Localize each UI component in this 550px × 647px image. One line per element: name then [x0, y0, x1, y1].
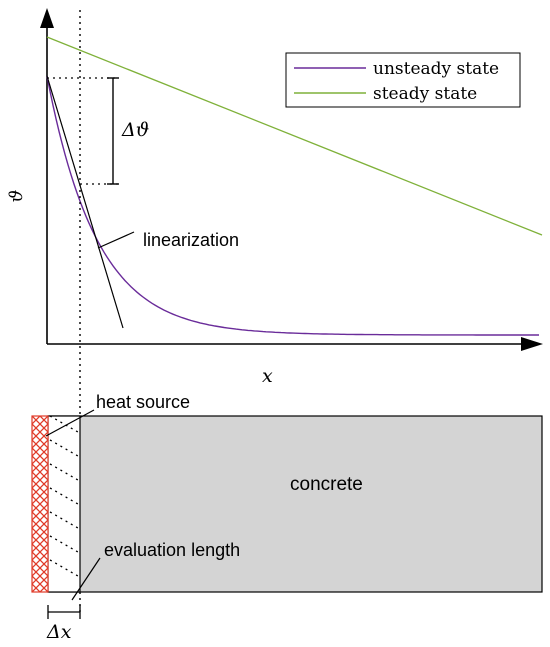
- legend: unsteady state steady state: [285, 52, 521, 108]
- y-axis-label: ϑ: [6, 189, 27, 202]
- steady-state-line: [46, 36, 543, 236]
- legend-box: [285, 52, 521, 108]
- heat-source: [31, 415, 49, 593]
- heat-source-leader: [45, 409, 95, 437]
- evaluation-length-leader: [71, 557, 101, 601]
- legend-steady-label: steady state: [373, 84, 477, 104]
- y-axis-arrow: [40, 8, 54, 28]
- concrete-block: [47, 415, 543, 593]
- delta-x-dimension: [47, 605, 81, 619]
- linearization-leader: [97, 231, 135, 249]
- evaluation-zone: [47, 415, 81, 593]
- linearization-line: [46, 75, 124, 329]
- delta-theta-bracket: [107, 77, 119, 185]
- concrete-label: concrete: [290, 474, 363, 495]
- heat-source-label: heat source: [96, 392, 190, 412]
- unsteady-state-curve: [46, 75, 539, 336]
- delta-theta-label: Δϑ: [121, 119, 149, 141]
- x-axis-label: x: [262, 365, 273, 387]
- plot: Δϑ linearization ϑ x unsteady state stea…: [6, 8, 543, 612]
- evaluation-length-label: evaluation length: [104, 540, 240, 560]
- specimen: concrete heat source evaluation length Δ…: [31, 392, 543, 643]
- legend-unsteady-label: unsteady state: [373, 59, 499, 79]
- linearization-label: linearization: [143, 230, 239, 250]
- delta-x-label: Δx: [46, 621, 72, 643]
- x-axis-arrow: [521, 337, 543, 351]
